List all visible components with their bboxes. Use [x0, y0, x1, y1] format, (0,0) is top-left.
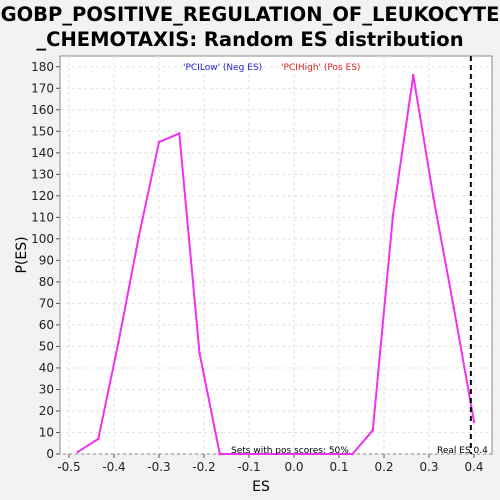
- data-point: [371, 429, 375, 432]
- legend-entry-pos: 'PCIHigh' (Pos ES): [281, 63, 360, 73]
- chart-title-line-2: _CHEMOTAXIS: Random ES distribution: [36, 28, 464, 51]
- data-point: [452, 306, 456, 310]
- x-tick-label: 0.1: [329, 460, 348, 474]
- real-es-annotation: Real ES 0.4: [437, 446, 488, 456]
- data-point: [391, 213, 395, 217]
- series-layer: [76, 74, 476, 456]
- y-tick-label: 160: [31, 103, 54, 117]
- y-tick-label: 120: [31, 189, 54, 203]
- data-point: [218, 452, 222, 456]
- data-point: [411, 74, 415, 77]
- pos-scores-annotation: Sets with pos scores: 50%: [231, 446, 349, 456]
- x-axis-label: ES: [252, 479, 270, 495]
- x-tick-label: -0.1: [237, 460, 260, 474]
- y-tick-label: 100: [31, 232, 54, 246]
- data-point: [117, 340, 120, 344]
- data-point: [76, 450, 80, 454]
- axes: 0 10 20 30 40 50 60 70 80 90 100 110 120 130 140 150 160…: [31, 60, 483, 474]
- y-tick-label: 170: [31, 81, 54, 95]
- data-point: [238, 452, 242, 456]
- x-tick-label: -0.2: [192, 460, 215, 474]
- y-axis-label: P(ES): [14, 236, 30, 273]
- x-tick-label: -0.4: [102, 460, 125, 474]
- data-point: [472, 420, 476, 424]
- y-tick-label: 80: [39, 275, 54, 289]
- data-point: [157, 140, 161, 144]
- chart-title-line-1: GOBP_POSITIVE_REGULATION_OF_LEUKOCYTE: [0, 3, 500, 26]
- x-tick-label: -0.5: [57, 460, 80, 474]
- y-tick-label: 0: [46, 447, 54, 461]
- y-tick-label: 20: [39, 404, 54, 418]
- grid-lines: [60, 56, 492, 455]
- legend-entry-neg: 'PCILow' (Neg ES): [183, 63, 262, 73]
- data-point: [177, 132, 181, 135]
- y-tick-label: 110: [31, 210, 54, 224]
- x-tick-label: 0.4: [464, 460, 483, 474]
- data-point: [198, 351, 201, 355]
- y-tick-label: 40: [39, 361, 54, 375]
- y-tick-label: 30: [39, 382, 54, 396]
- data-point: [137, 235, 141, 239]
- distribution-line: [77, 74, 475, 455]
- y-tick-label: 180: [31, 60, 54, 74]
- y-tick-label: 140: [31, 146, 54, 160]
- x-tick-label: -0.3: [147, 460, 170, 474]
- x-tick-label: 0.2: [374, 460, 393, 474]
- y-tick-label: 150: [31, 124, 54, 138]
- x-tick-label: 0.0: [284, 460, 303, 474]
- x-tick-label: 0.3: [419, 460, 438, 474]
- y-tick-label: 130: [31, 167, 54, 181]
- chart-title: GOBP_POSITIVE_REGULATION_OF_LEUKOCYTE _C…: [0, 2, 500, 52]
- data-point: [432, 196, 435, 200]
- plot-area: [59, 55, 493, 455]
- y-tick-label: 60: [39, 318, 54, 332]
- data-point: [351, 452, 354, 456]
- y-tick-label: 50: [39, 339, 54, 353]
- y-tick-label: 90: [39, 253, 54, 267]
- y-tick-label: 10: [39, 425, 54, 439]
- data-point: [96, 437, 100, 441]
- y-tick-label: 70: [39, 296, 54, 310]
